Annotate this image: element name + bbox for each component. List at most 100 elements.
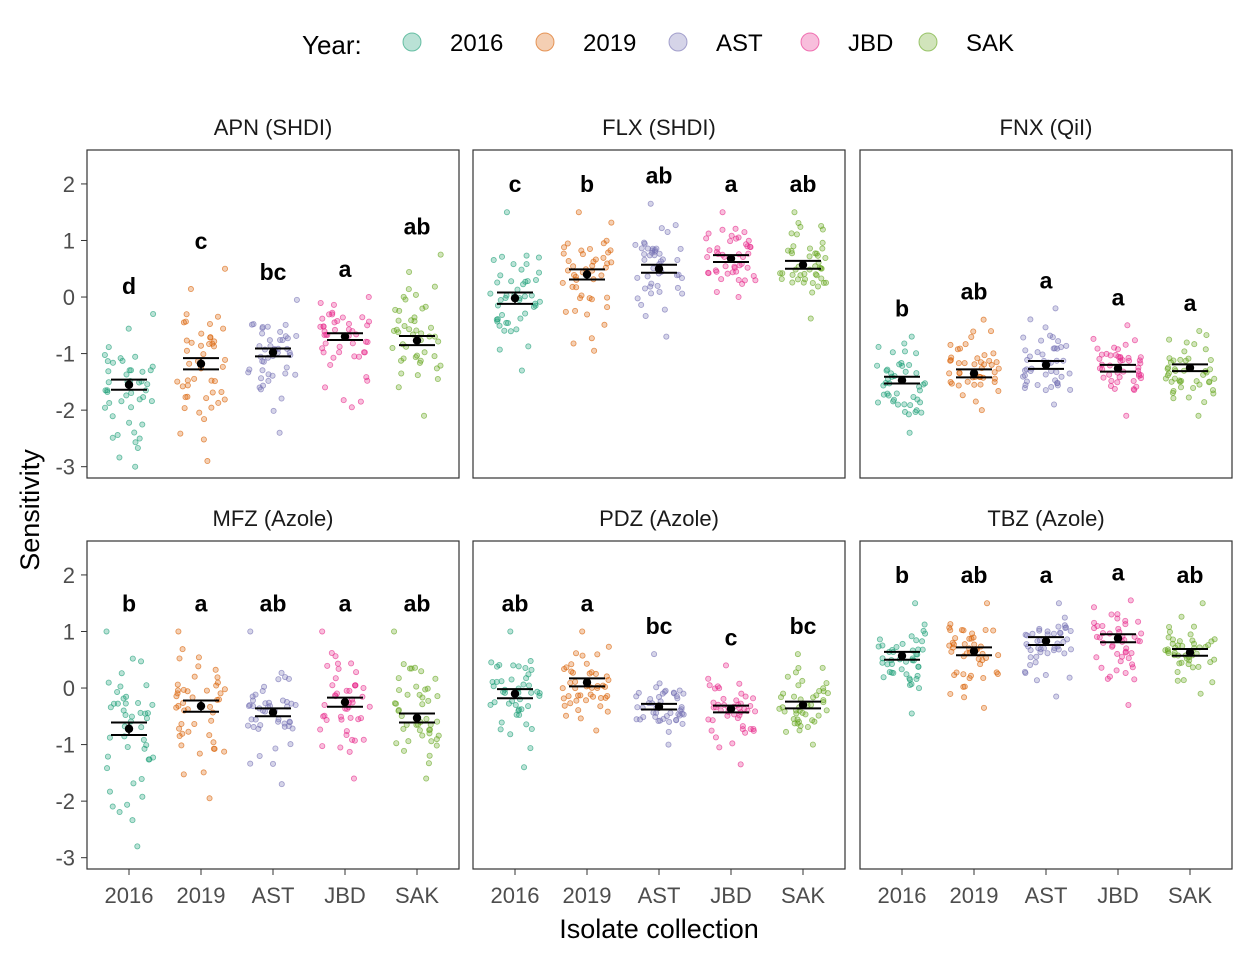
data-point (501, 327, 508, 334)
data-point (275, 718, 282, 725)
data-point (800, 279, 807, 286)
data-point (807, 315, 814, 322)
data-point (733, 235, 740, 242)
data-point (646, 252, 653, 259)
data-point (648, 280, 655, 287)
mean-point (1185, 648, 1195, 657)
data-point (1180, 677, 1187, 684)
data-point (893, 390, 900, 397)
panel-title: FNX (QiI) (1000, 115, 1093, 140)
data-point (1034, 381, 1041, 388)
data-point (521, 293, 528, 300)
data-point (109, 413, 116, 420)
data-point (143, 682, 150, 689)
data-point (329, 309, 336, 316)
data-point (259, 330, 266, 337)
data-point (212, 666, 219, 673)
data-point (879, 659, 886, 666)
data-point (206, 732, 213, 739)
data-point (334, 318, 341, 325)
data-point (959, 392, 966, 399)
data-point (955, 360, 962, 367)
data-point (747, 243, 754, 250)
significance-letter: bc (790, 613, 817, 639)
significance-letter: ab (1177, 562, 1204, 588)
data-point (180, 771, 187, 778)
y-tick-label: -3 (55, 846, 75, 871)
data-point (150, 754, 157, 761)
data-point (104, 389, 111, 396)
data-point (278, 781, 285, 788)
data-point (603, 673, 610, 680)
data-point (364, 377, 371, 384)
data-point (203, 687, 210, 694)
data-point (431, 283, 438, 290)
y-tick-label: -1 (55, 342, 75, 367)
data-point (815, 712, 822, 719)
data-point (395, 384, 402, 391)
data-point (523, 261, 530, 268)
data-point (408, 317, 415, 324)
data-point (920, 627, 927, 634)
data-point (123, 693, 130, 700)
data-point (732, 225, 739, 232)
data-point (980, 675, 987, 682)
data-point (995, 652, 1002, 659)
data-point (209, 389, 216, 396)
data-point (656, 288, 663, 295)
data-point (1034, 349, 1041, 356)
data-point (678, 704, 685, 711)
data-point (919, 638, 926, 645)
data-point (288, 700, 295, 707)
data-point (632, 241, 639, 248)
data-point (674, 284, 681, 291)
data-point (1060, 639, 1067, 646)
data-point (518, 706, 525, 713)
data-point (913, 350, 920, 357)
data-point (107, 704, 114, 711)
data-point (494, 279, 501, 286)
data-point (906, 675, 913, 682)
data-point (974, 355, 981, 362)
data-point (183, 337, 190, 344)
data-point (607, 247, 614, 254)
data-point (908, 710, 915, 717)
data-point (398, 357, 405, 364)
panel-title: FLX (SHDI) (602, 115, 716, 140)
data-point (338, 716, 345, 723)
data-point (971, 361, 978, 368)
data-point (1036, 627, 1043, 634)
data-point (435, 732, 442, 739)
data-point (1100, 374, 1107, 381)
data-point (663, 713, 670, 720)
data-point (259, 367, 266, 374)
data-point (583, 697, 590, 704)
data-point (991, 375, 998, 382)
data-point (957, 345, 964, 352)
data-point (221, 686, 228, 693)
data-point (901, 340, 908, 347)
data-point (789, 279, 796, 286)
data-point (1109, 643, 1116, 650)
significance-letter: d (122, 273, 136, 299)
data-point (1176, 638, 1183, 645)
data-point (952, 635, 959, 642)
data-point (1050, 345, 1057, 352)
data-point (960, 671, 967, 678)
data-point (116, 454, 123, 461)
data-point (901, 401, 908, 408)
data-point (123, 392, 130, 399)
data-point (278, 395, 285, 402)
data-point (349, 340, 356, 347)
data-point (919, 646, 926, 653)
data-point (955, 382, 962, 389)
data-point (779, 704, 786, 711)
data-point (503, 319, 510, 326)
data-point (535, 254, 542, 261)
significance-letter: a (581, 590, 594, 616)
data-point (104, 753, 111, 760)
mean-point (897, 651, 907, 660)
significance-letter: ab (961, 279, 988, 305)
data-point (282, 321, 289, 328)
data-point (249, 697, 256, 704)
